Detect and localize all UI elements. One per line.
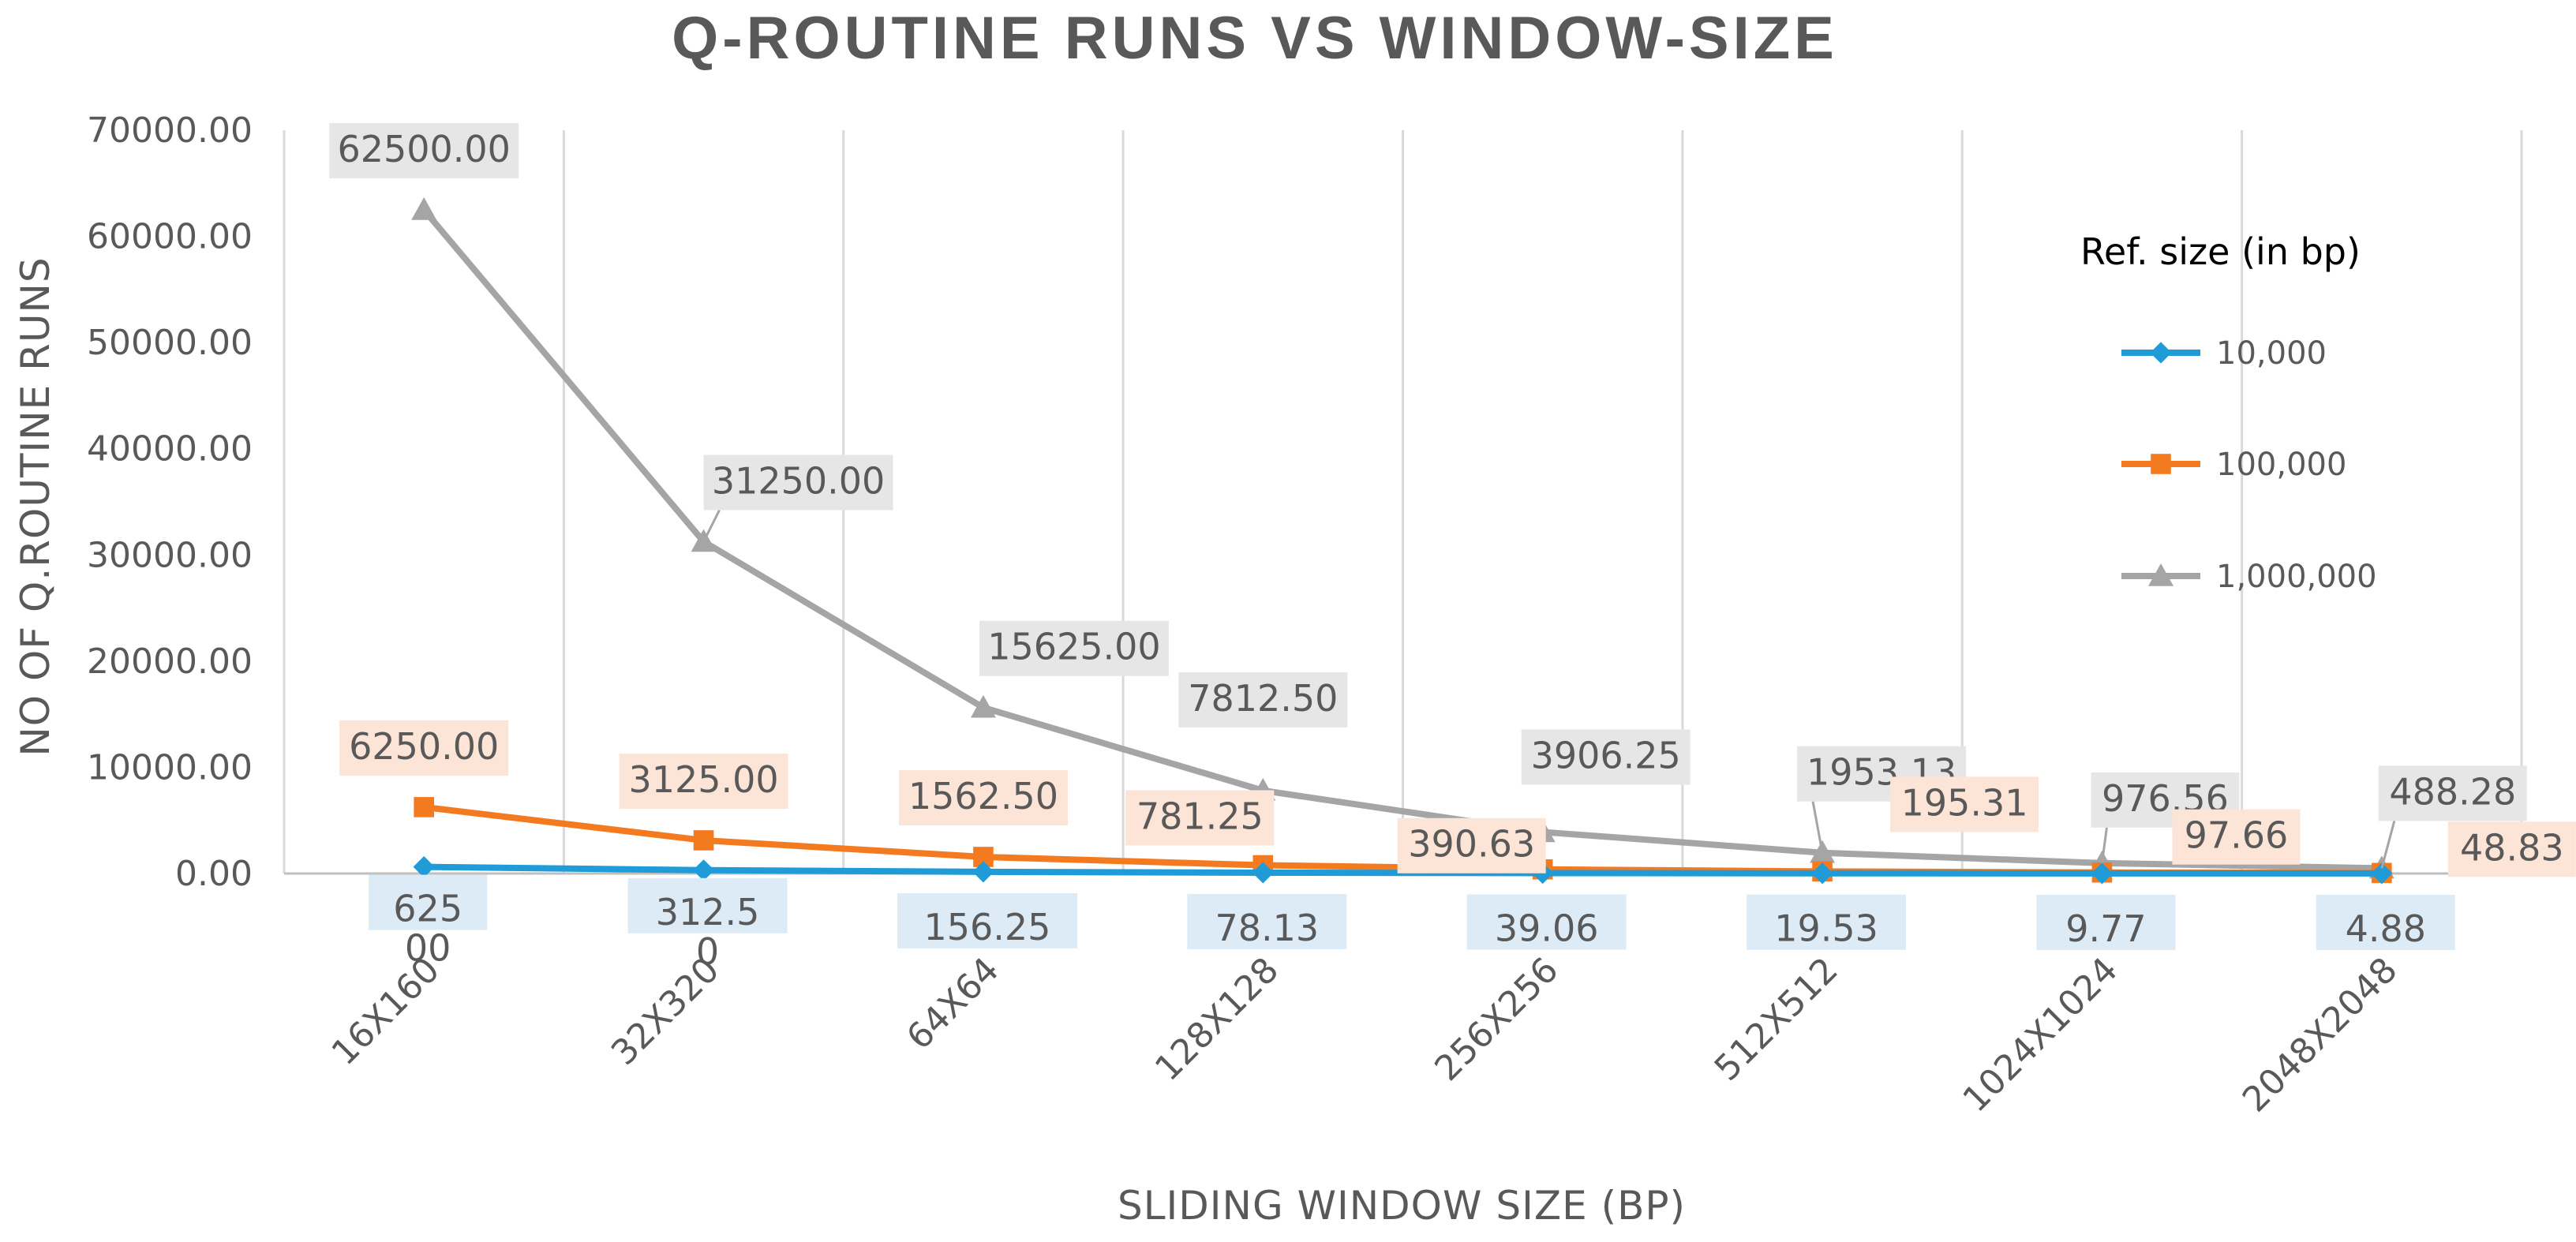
legend-label: 10,000 [2216,335,2327,372]
data-label-box [898,769,1068,825]
data-label: 31250.00 [712,459,886,502]
legend-label: 100,000 [2216,447,2346,483]
data-label: 6250.00 [349,725,499,768]
data-label-box [2447,821,2576,877]
data-label: 3125.00 [628,758,778,801]
y-tick-label: 20000.00 [87,642,253,682]
data-label-box [703,455,893,511]
data-point-marker [411,196,437,220]
data-point-marker [413,855,435,878]
y-tick-label: 60000.00 [87,217,253,257]
data-label-box [1890,776,2039,832]
data-label: 1562.50 [908,775,1058,817]
chart-title: Q-ROUTINE RUNS VS WINDOW-SIZE [672,5,1838,72]
data-point-marker [2371,862,2393,885]
data-point-marker [972,861,994,883]
data-point-marker [2091,862,2114,885]
x-tick-label: 512X512 [1707,950,1846,1089]
x-tick-label: 256X256 [1427,950,1566,1089]
data-label-leader [1811,801,1824,853]
data-label-box [2172,809,2301,865]
data-label-box [619,753,788,809]
data-point-marker [2150,342,2172,364]
data-label-leader [2100,827,2108,864]
data-label: 7812.50 [1188,677,1338,720]
y-tick-label: 70000.00 [87,110,253,151]
data-label: 39.06 [1495,907,1599,949]
data-label-leader [702,509,721,543]
data-label-box [1747,894,1907,950]
x-tick-label: 128X128 [1148,950,1286,1089]
data-label-box [1187,893,1347,949]
y-tick-label: 50000.00 [87,323,253,363]
x-tick-label: 1024X1024 [1955,950,2125,1120]
data-label: 97.66 [2185,814,2289,857]
data-point-marker [2148,563,2174,586]
data-label: 19.53 [1774,907,1878,950]
data-label: 78.13 [1215,907,1319,949]
data-label-box [369,874,488,930]
data-label-box [2036,894,2176,950]
data-point-marker [970,694,996,718]
x-axis-title: SLIDING WINDOW SIZE (BP) [1118,1183,1686,1229]
data-label-box [1125,790,1275,846]
data-label: 0 [696,930,719,973]
data-label: 312.5 [656,891,760,933]
data-label-leader [2380,821,2396,869]
y-tick-label: 10000.00 [87,747,253,787]
y-tick-label: 40000.00 [87,429,253,469]
data-point-marker [1811,862,1833,885]
data-label: 9.77 [2065,907,2146,950]
data-point-marker [693,830,714,851]
data-label: 781.25 [1136,795,1264,837]
data-label-box [897,892,1077,948]
y-tick-label: 30000.00 [87,535,253,575]
data-label: 48.83 [2460,826,2564,869]
data-label-box [1521,729,1690,785]
data-label: 488.28 [2389,770,2516,813]
x-tick-label: 64X64 [899,950,1007,1058]
y-axis-title: NO OF Q.ROUTINE RUNS [13,256,58,756]
data-label-box [979,620,1169,676]
series-line [421,206,2385,872]
data-point-marker [2151,454,2171,474]
data-label-box [329,122,519,178]
data-point-marker [414,797,434,817]
legend-title: Ref. size (in bp) [2080,230,2361,273]
data-label-box [2316,894,2455,950]
data-label: 3906.25 [1531,734,1681,776]
data-label: 4.88 [2346,907,2426,950]
data-label-box [1397,817,1546,874]
data-point-marker [1252,862,1274,884]
data-label: 390.63 [1408,823,1535,866]
y-tick-label: 0.00 [175,854,253,894]
data-label: 195.31 [1901,781,2028,824]
data-label: 156.25 [923,906,1050,948]
data-label: 00 [405,927,451,970]
legend-label: 1,000,000 [2216,559,2377,595]
data-label-box [627,877,788,933]
data-label-box [339,720,509,776]
data-label-box [1466,894,1627,950]
data-label: 15625.00 [987,626,1161,668]
data-label: 625 [393,888,462,930]
data-label-box [2378,765,2527,821]
data-point-marker [692,859,715,881]
x-tick-label: 2048X2048 [2235,950,2406,1120]
data-label: 62500.00 [337,128,511,170]
data-label-box [1178,672,1348,728]
